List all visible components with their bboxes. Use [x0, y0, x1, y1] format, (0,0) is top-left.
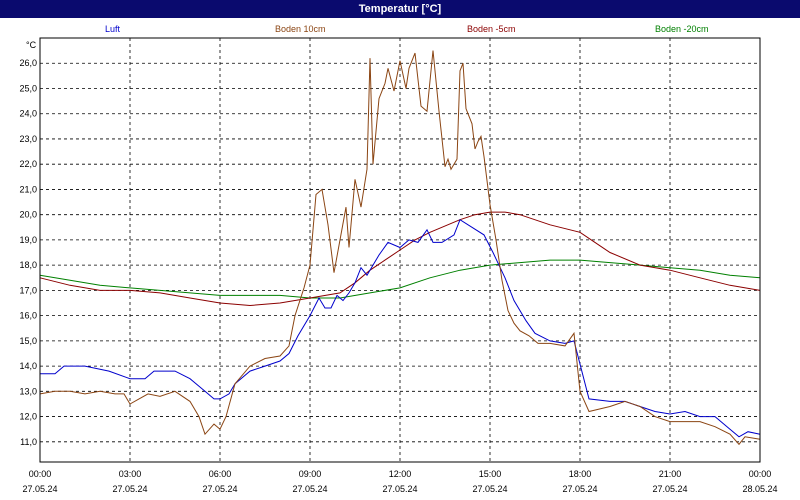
y-tick-label: 13,0 — [19, 386, 37, 396]
x-tick-time: 06:00 — [209, 469, 232, 479]
legend-boden-minus-5cm: Boden -5cm — [467, 24, 516, 34]
x-tick-time: 03:00 — [119, 469, 142, 479]
x-tick-date: 27.05.24 — [472, 484, 507, 494]
series-line-boden-10cm — [39, 50, 761, 446]
y-tick-label: 16,0 — [19, 311, 37, 321]
y-tick-label: 14,0 — [19, 361, 37, 371]
series-line-boden-5cm — [39, 211, 761, 307]
y-tick-label: 11,0 — [20, 437, 37, 447]
x-tick-time: 12:00 — [389, 469, 412, 479]
y-tick-label: 23,0 — [19, 134, 37, 144]
y-tick-label: 21,0 — [19, 184, 37, 194]
y-tick-label: 15,0 — [19, 336, 37, 346]
chart-title: Temperatur [°C] — [0, 0, 800, 18]
x-tick-date: 27.05.24 — [382, 484, 417, 494]
x-tick-time: 00:00 — [749, 469, 772, 479]
x-tick-date: 27.05.24 — [202, 484, 237, 494]
legend-luft: Luft — [105, 24, 121, 34]
y-tick-label: 20,0 — [19, 210, 37, 220]
y-tick-label: 24,0 — [19, 109, 37, 119]
x-axis-ticks: 00:00 27.05.24 03:00 27.05.24 06:00 27.05.24 0… — [22, 469, 777, 494]
y-tick-label: 26,0 — [19, 58, 37, 68]
y-axis-unit: °C — [26, 40, 37, 50]
y-tick-label: 22,0 — [19, 159, 37, 169]
legend-boden-10cm: Boden 10cm — [275, 24, 326, 34]
plot-frame — [39, 37, 761, 463]
y-tick-label: 19,0 — [19, 235, 37, 245]
x-tick-time: 09:00 — [299, 469, 322, 479]
x-tick-date: 27.05.24 — [22, 484, 57, 494]
x-tick-date: 27.05.24 — [292, 484, 327, 494]
legend-boden-minus-20cm: Boden -20cm — [655, 24, 709, 34]
x-tick-time: 21:00 — [659, 469, 682, 479]
x-tick-time: 15:00 — [479, 469, 502, 479]
y-tick-label: 17,0 — [19, 285, 37, 295]
x-tick-date: 27.05.24 — [112, 484, 147, 494]
y-tick-label: 25,0 — [19, 83, 37, 93]
series-lines — [39, 50, 761, 446]
x-tick-time: 18:00 — [569, 469, 592, 479]
y-axis-ticks: 11,0 12,0 13,0 14,0 15,0 16,0 17,0 18,0 19,0 20,0… — [19, 58, 37, 447]
x-tick-date: 27.05.24 — [562, 484, 597, 494]
x-tick-date: 27.05.24 — [652, 484, 687, 494]
y-tick-label: 18,0 — [19, 260, 37, 270]
x-tick-time: 00:00 — [29, 469, 52, 479]
x-tick-date: 28.05.24 — [742, 484, 777, 494]
series-line-luft — [40, 218, 761, 438]
y-tick-label: 12,0 — [19, 412, 37, 422]
